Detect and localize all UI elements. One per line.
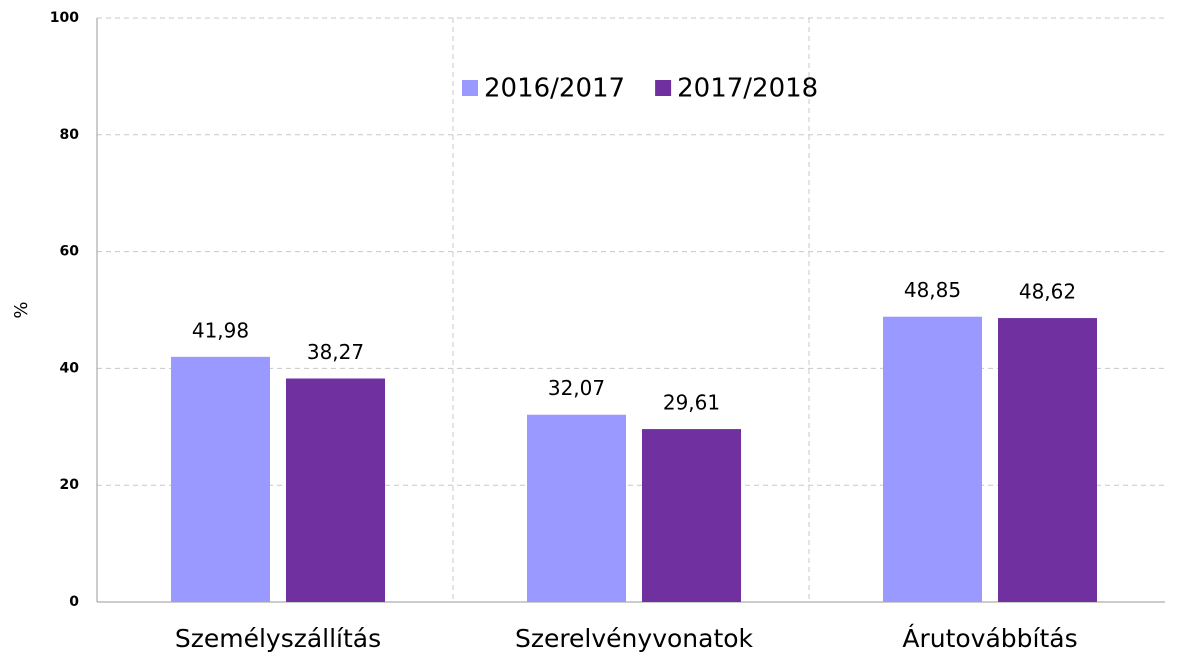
value-label: 48,62 — [1019, 280, 1076, 304]
value-label: 48,85 — [904, 278, 961, 302]
value-label: 41,98 — [192, 318, 249, 342]
y-axis-label: % — [11, 301, 32, 318]
y-tick-label: 40 — [60, 360, 80, 376]
value-label: 32,07 — [548, 376, 605, 400]
legend-swatch — [655, 80, 672, 96]
value-label: 38,27 — [307, 340, 364, 364]
legend-label: 2017/2018 — [677, 74, 818, 104]
legend-swatch — [462, 80, 478, 96]
bar — [527, 414, 626, 602]
bar — [998, 318, 1097, 602]
legend-label: 2016/2017 — [484, 74, 625, 104]
bar — [642, 429, 741, 602]
y-tick-label: 0 — [69, 594, 79, 610]
bar — [171, 356, 270, 602]
x-tick-label: Személyszállítás — [175, 624, 381, 653]
y-tick-label: 20 — [60, 477, 80, 493]
x-tick-label: Szerelvényvonatok — [515, 624, 754, 653]
y-tick-label: 80 — [60, 127, 80, 143]
x-tick-label: Árutovábbítás — [902, 624, 1077, 653]
bar — [286, 378, 385, 602]
y-tick-label: 100 — [50, 10, 79, 26]
value-label: 29,61 — [663, 391, 720, 415]
bar — [883, 316, 982, 602]
y-tick-label: 60 — [60, 244, 80, 260]
